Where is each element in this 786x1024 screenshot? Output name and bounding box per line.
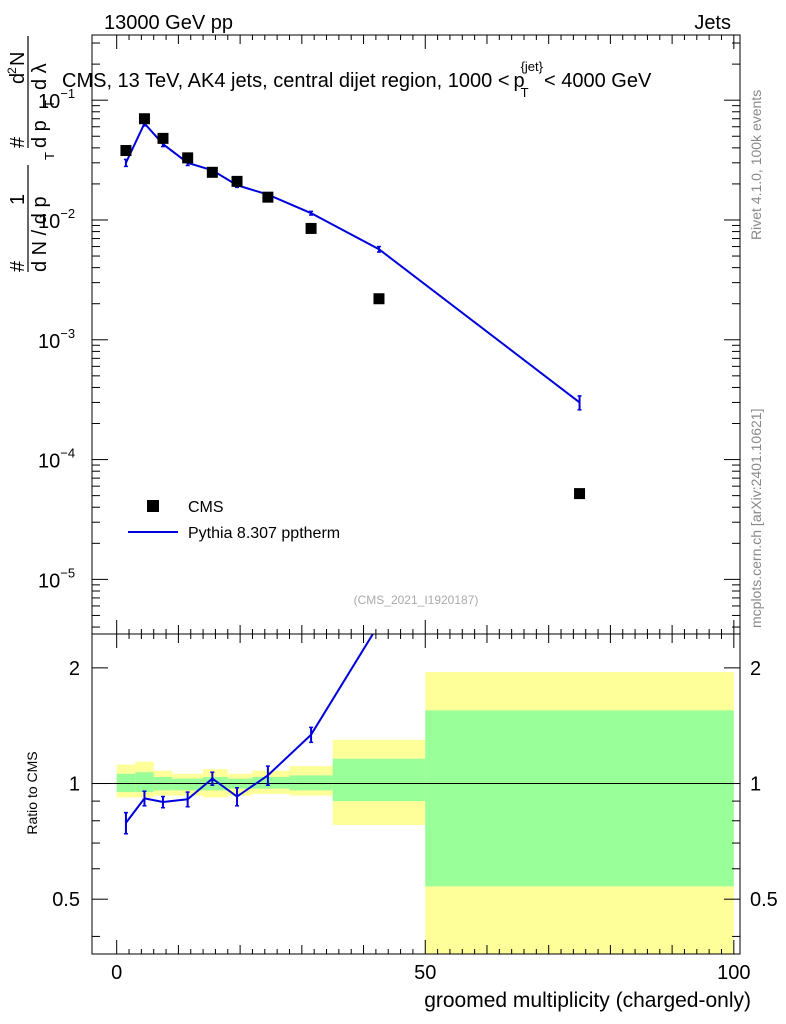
stat-uncertainty-band [289, 775, 333, 791]
cms-data-point [305, 222, 317, 234]
ylabel-top-d: d [7, 73, 29, 84]
title-pt-sub: T [521, 85, 529, 100]
stat-uncertainty-band [425, 710, 734, 887]
main-y-ticks: 10−1 10−2 10−3 10−4 10−5 [38, 42, 740, 628]
ylabel-one: 1 [7, 194, 29, 205]
cms-data-point [262, 191, 274, 203]
ylabel-top-n: N [7, 52, 29, 66]
cms-data-point [157, 132, 169, 144]
cms-data-point [373, 293, 385, 305]
cms-data-point [120, 145, 132, 157]
energy-label: 13000 GeV pp [104, 12, 233, 34]
stat-uncertainty-band [116, 773, 136, 793]
ratio-y-tick-label-right: 2 [750, 658, 761, 680]
x-tick-label: 50 [414, 962, 436, 984]
ratio-plot-area [92, 634, 740, 954]
ratio-y-tick-label: 2 [69, 658, 80, 680]
y-tick-label: 10−4 [38, 446, 75, 473]
cms-data-point [574, 488, 586, 500]
chart-title: CMS, 13 TeV, AK4 jets, central dijet reg… [62, 59, 652, 100]
legend-cms-marker [147, 500, 159, 512]
ylabel-den-sub: T [42, 152, 57, 160]
legend-mc-label: Pythia 8.307 pptherm [188, 525, 340, 542]
ratio-y-tick-label: 0.5 [52, 889, 80, 911]
y-tick-label: 10−3 [38, 326, 75, 353]
x-tick-label: 0 [111, 962, 122, 984]
legend-cms-label: CMS [188, 499, 224, 516]
ylabel-mid-tail: d λ [29, 63, 51, 90]
main-panel-frame [91, 34, 741, 635]
cms-data-point [206, 166, 218, 178]
ratio-panel-frame [91, 633, 741, 955]
ratio-y-label: Ratio to CMS [24, 751, 40, 834]
mcplots-label: mcplots.cern.ch [arXiv:2401.10621] [748, 409, 764, 628]
ylabel-hash-a: # [7, 260, 29, 272]
stat-uncertainty-band [332, 758, 426, 802]
ratio-y-tick-label-right: 1 [750, 774, 761, 796]
ylabel-den: d N / d p [29, 196, 51, 272]
ylabel-hash-b: # [7, 136, 29, 148]
cms-data-point [138, 113, 150, 125]
ratio-y-tick-label: 1 [69, 774, 80, 796]
title-pt-sup: {jet} [521, 59, 544, 74]
title-pt: p [514, 70, 525, 92]
ylabel-top-sup: 2 [5, 67, 19, 74]
x-axis-label: groomed multiplicity (charged-only) [424, 989, 751, 1012]
main-plot-area [120, 113, 586, 500]
cms-data-point [231, 175, 243, 187]
y-tick-label: 10−5 [38, 565, 75, 592]
x-tick-label: 100 [717, 962, 750, 984]
ylabel-mid-sub: T [42, 100, 57, 108]
analysis-watermark: (CMS_2021_I1920187) [354, 593, 479, 607]
main-y-label: # 1 d N / d p T # d 2 N d p T d λ [5, 36, 57, 272]
main-x-ticks [116, 35, 735, 634]
ratio-y-ticks: 0.5 0.5 1 1 2 2 [52, 658, 778, 937]
mc-series-line [125, 121, 581, 404]
ratio-y-tick-label-right: 0.5 [750, 889, 778, 911]
ratio-x-ticks: 0 50 100 [111, 634, 751, 984]
title-prefix: CMS, 13 TeV, AK4 jets, central dijet reg… [62, 70, 510, 92]
stat-uncertainty-band [135, 772, 154, 793]
cms-data-point [182, 152, 194, 164]
ylabel-mid: d p [29, 120, 51, 148]
y-tick-label: 10−1 [38, 86, 75, 113]
stat-uncertainty-band [252, 776, 290, 789]
y-tick-label: 10−2 [38, 206, 75, 233]
rivet-version-label: Rivet 4.1.0, 100k events [748, 90, 764, 240]
category-label: Jets [694, 12, 731, 34]
stat-uncertainty-band [172, 778, 204, 791]
title-suffix: < 4000 GeV [544, 70, 652, 92]
